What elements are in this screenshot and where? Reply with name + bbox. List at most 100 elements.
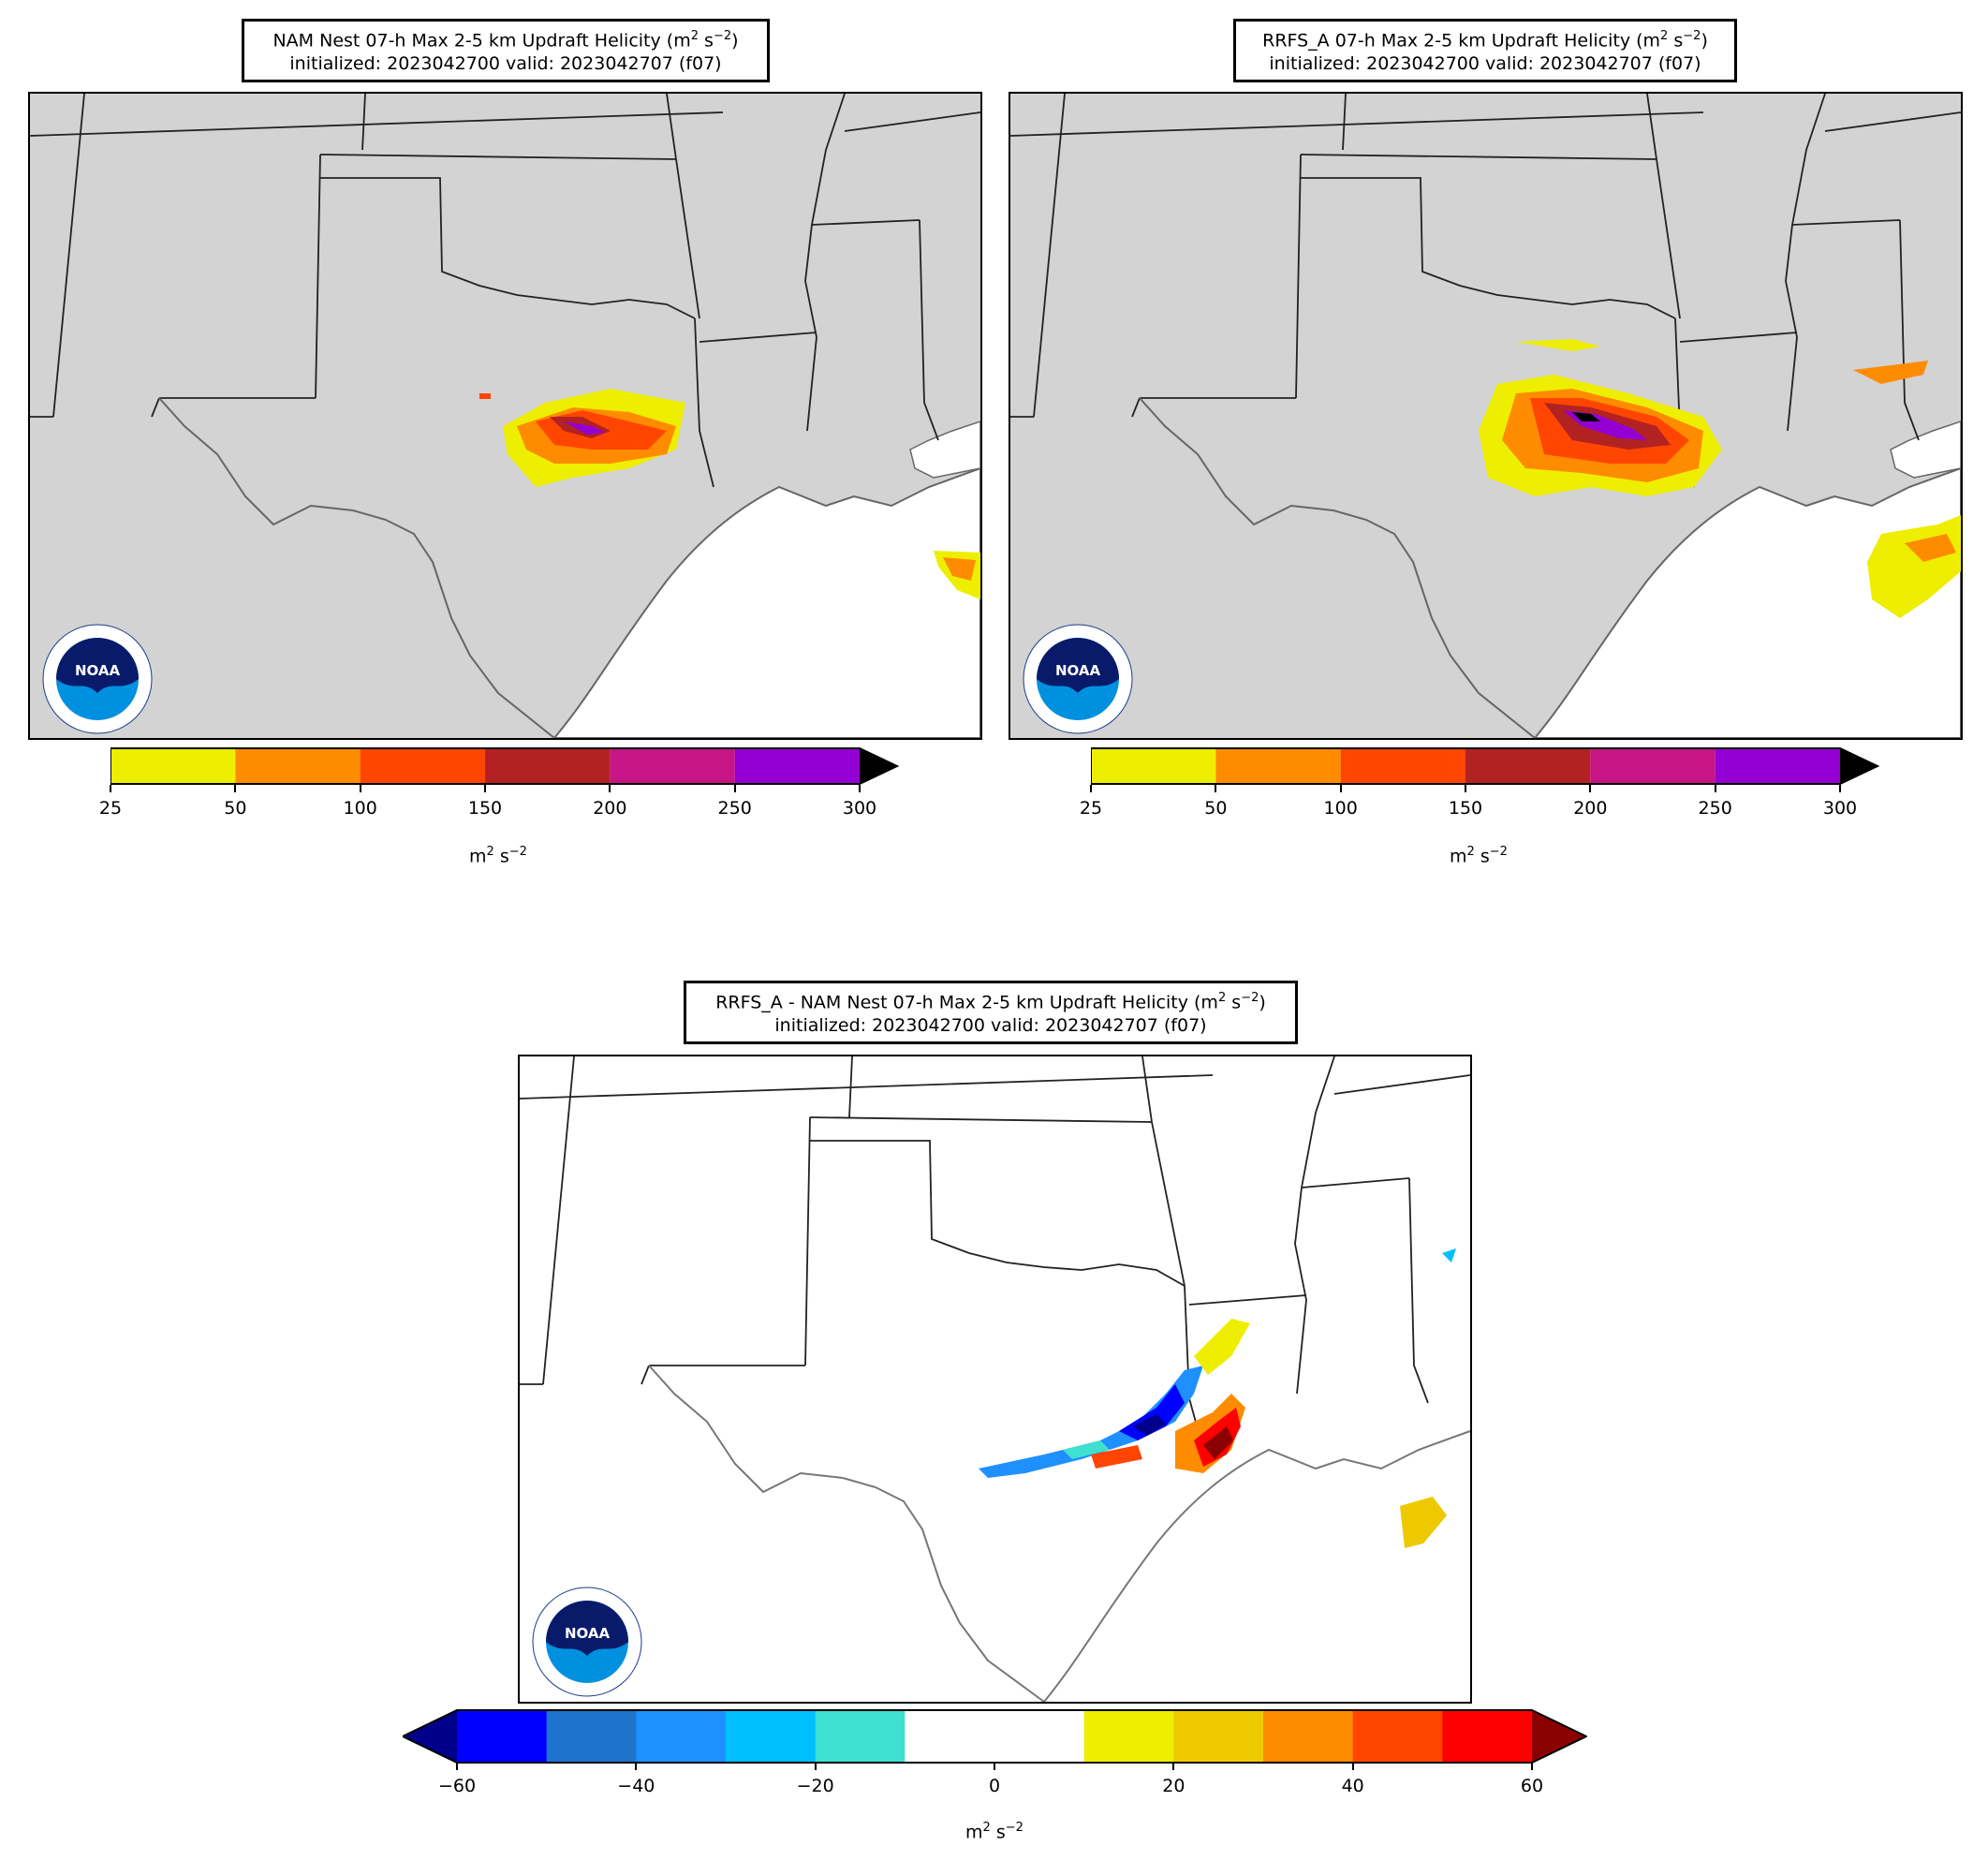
colorbar-segment — [457, 1710, 548, 1763]
diff-neg-over-60 — [1133, 1414, 1166, 1436]
uh-small-cell — [479, 393, 491, 399]
uh-ms-cells — [1853, 361, 1928, 384]
uh-field — [1479, 339, 1961, 618]
state-borders — [520, 1056, 1470, 1451]
colorbar-segment — [734, 748, 860, 784]
gulf-of-mexico — [1533, 466, 1961, 738]
base-map — [30, 94, 980, 738]
uh-over-300 — [1572, 412, 1600, 421]
colorbar-segment — [1340, 748, 1465, 784]
diff-panel-title: RRFS_A - NAM Nest 07-h Max 2-5 km Updraf… — [684, 981, 1298, 1044]
nam-map-canvas — [30, 94, 980, 738]
colorbar-segment — [1442, 1710, 1533, 1763]
colorbar-segment — [235, 748, 361, 784]
colorbar-extend-low — [403, 1710, 457, 1763]
nam-panel-title: NAM Nest 07-h Max 2-5 km Updraft Helicit… — [242, 19, 770, 82]
colorbar-tick-mark — [733, 785, 736, 792]
colorbar-tick-mark — [609, 785, 611, 792]
colorbar-tick-label: −60 — [437, 1776, 477, 1796]
uh-250-300 — [564, 421, 606, 435]
colorbar-tick-mark — [1351, 1763, 1354, 1770]
diff-pos-10-20 — [1194, 1319, 1250, 1375]
colorbar-tick-mark — [1215, 785, 1217, 792]
nam-colorbar-unit: m2 s−2 — [469, 845, 527, 867]
texas-rio-grande — [1139, 397, 1536, 738]
colorbar-extend-arrow — [860, 748, 897, 784]
colorbar-tick-label: 60 — [1520, 1776, 1544, 1796]
colorbar-extend-arrow — [1840, 748, 1878, 784]
uh-east-cell-core — [943, 557, 976, 581]
colorbar-tick-mark — [359, 785, 361, 792]
noaa-logo: NOAA — [42, 624, 153, 734]
rrfs-panel-title: RRFS_A 07-h Max 2-5 km Updraft Helicity … — [1233, 19, 1737, 82]
colorbar-tick-mark — [234, 785, 237, 792]
svg-text:NOAA: NOAA — [1055, 662, 1101, 679]
colorbar-tick-label: 100 — [343, 798, 377, 819]
colorbar-segment — [1173, 1710, 1264, 1763]
colorbar-tick-label: 40 — [1341, 1776, 1364, 1796]
colorbar-segment — [360, 748, 485, 784]
colorbar-tick-mark — [1172, 1763, 1175, 1770]
colorbar-tick-label: 50 — [1204, 798, 1228, 819]
colorbar-segment — [1083, 1710, 1174, 1763]
colorbar-tick-mark — [635, 1763, 638, 1770]
diff-pos-40-50 — [1091, 1445, 1142, 1469]
colorbar-tick-mark — [1339, 785, 1342, 792]
colorbar-tick-label: −40 — [617, 1776, 655, 1796]
uh-gulf-cells-core — [1905, 534, 1956, 562]
diff-colorbar — [400, 1708, 1589, 1764]
colorbar-segment — [1590, 748, 1716, 784]
colorbar-segment — [636, 1710, 727, 1763]
colorbar-segment — [546, 1710, 637, 1763]
colorbar-tick-mark — [994, 1763, 995, 1770]
colorbar-tick-mark — [1839, 785, 1841, 792]
colorbar-segment — [815, 1710, 906, 1763]
colorbar-outline — [110, 747, 900, 785]
colorbar-segment — [1465, 748, 1591, 784]
gulf-coast — [1043, 1430, 1470, 1702]
rrfs-colorbar — [1090, 747, 1882, 785]
colorbar-segment — [1715, 748, 1840, 784]
colorbar-tick-mark — [456, 1763, 458, 1770]
colorbar-tick-mark — [859, 785, 861, 792]
colorbar-segment — [994, 1710, 1085, 1763]
diff-map: NOAA — [518, 1055, 1472, 1704]
rrfs-map: NOAA — [1009, 92, 1963, 740]
colorbar-tick-mark — [814, 1763, 817, 1770]
colorbar-tick-mark — [1589, 785, 1592, 792]
colorbar-outline — [1090, 747, 1880, 785]
gulf-of-mexico — [552, 466, 980, 738]
noaa-logo: NOAA — [1023, 624, 1133, 734]
diff-pos-over-60 — [1203, 1426, 1233, 1459]
nam-colorbar — [110, 747, 902, 785]
rrfs-map-canvas — [1010, 94, 1961, 738]
colorbar-extend-high — [1532, 1710, 1586, 1763]
colorbar-tick-label: 250 — [1698, 798, 1732, 819]
colorbar-tick-label: 25 — [1079, 798, 1103, 819]
colorbar-tick-mark — [1714, 785, 1716, 792]
colorbar-tick-mark — [1531, 1763, 1533, 1770]
colorbar-tick-label: 0 — [988, 1776, 1001, 1796]
diff-map-canvas — [520, 1056, 1470, 1702]
state-borders — [30, 94, 980, 488]
colorbar-segment — [726, 1710, 817, 1763]
colorbar-tick-label: −20 — [796, 1776, 834, 1796]
diff-ms-cell — [1442, 1248, 1456, 1262]
colorbar-tick-label: 300 — [1822, 798, 1858, 819]
svg-text:NOAA: NOAA — [75, 662, 121, 679]
colorbar-segment — [610, 748, 735, 784]
colorbar-segment — [1263, 1710, 1354, 1763]
colorbar-tick-label: 25 — [98, 798, 123, 819]
colorbar-tick-label: 200 — [593, 798, 627, 819]
colorbar-tick-mark — [1090, 785, 1092, 792]
colorbar-segment — [110, 748, 236, 784]
rrfs-colorbar-unit: m2 s−2 — [1450, 845, 1508, 867]
colorbar-tick-label: 200 — [1573, 798, 1608, 819]
texas-rio-grande — [158, 397, 555, 738]
colorbar-segment — [1091, 748, 1216, 784]
colorbar-tick-label: 150 — [1448, 798, 1483, 819]
base-map — [520, 1056, 1470, 1702]
colorbar-segment — [1215, 748, 1341, 784]
colorbar-tick-label: 100 — [1323, 798, 1358, 819]
nam-map: NOAA — [28, 92, 982, 740]
